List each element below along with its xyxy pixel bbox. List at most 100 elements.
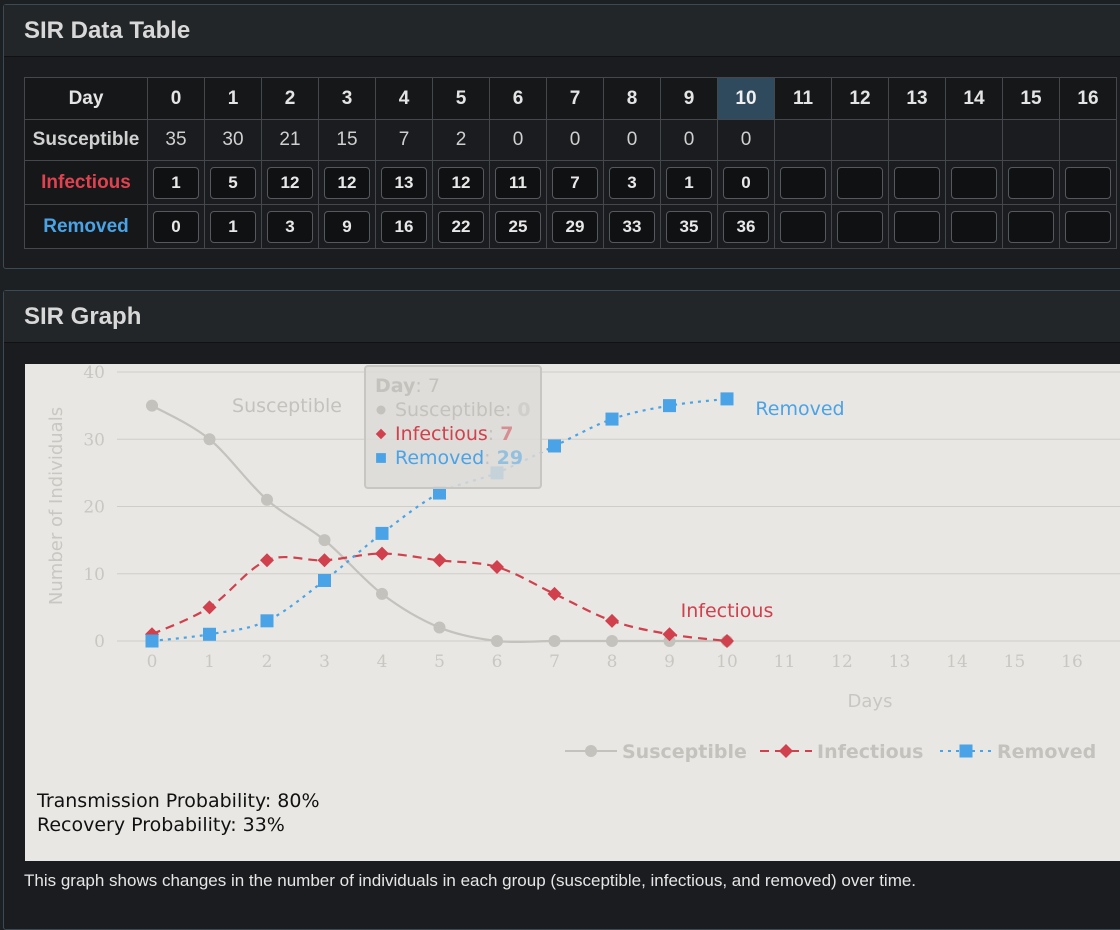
tooltip-day: Day: 7: [375, 375, 440, 397]
day-header: Day: [24, 77, 148, 120]
infectious-data-point: [720, 634, 734, 648]
removed-cell: [1059, 204, 1117, 249]
susceptible-data-point: [203, 433, 216, 446]
removed-cell: 25: [489, 204, 547, 249]
removed-value-input[interactable]: 9: [324, 210, 370, 243]
tooltip-marker: [376, 405, 386, 415]
susceptible-cell: [1059, 119, 1117, 161]
tooltip-marker: [376, 453, 386, 463]
infectious-value-input[interactable]: [837, 166, 883, 199]
susceptible-cell: [888, 119, 946, 161]
removed-series-label: Removed: [755, 398, 844, 420]
infectious-value-input[interactable]: [1008, 166, 1054, 199]
removed-cell: 0: [147, 204, 205, 249]
sir-chart[interactable]: 0 10 20 30 40 0 1 2 3 4 5 6 7 8 9 10 11 12 13 14 15 16 Days Num…: [25, 364, 1120, 861]
infectious-cell: 7: [546, 160, 604, 205]
parameters-box: Transmission Probability: 80% Recovery P…: [37, 789, 320, 837]
infectious-value-input[interactable]: 1: [153, 166, 199, 199]
infectious-value-input[interactable]: 13: [381, 166, 427, 199]
infectious-value-input[interactable]: [1065, 166, 1111, 199]
removed-cell: 33: [603, 204, 661, 249]
removed-value-input[interactable]: [1008, 210, 1054, 243]
x-tick-label: 16: [1061, 652, 1083, 672]
removed-value-input[interactable]: 16: [381, 210, 427, 243]
removed-value-input[interactable]: 25: [495, 210, 541, 243]
infectious-value-input[interactable]: 12: [324, 166, 370, 199]
day-column-header: 13: [888, 77, 946, 120]
infectious-value-input[interactable]: 12: [438, 166, 484, 199]
infectious-value-input[interactable]: 0: [723, 166, 769, 199]
x-tick-label: 10: [716, 652, 738, 672]
day-column-header: 16: [1059, 77, 1117, 120]
susceptible-legend-label: Susceptible: [622, 741, 747, 763]
removed-value-input[interactable]: 1: [210, 210, 256, 243]
removed-cell: [774, 204, 832, 249]
infectious-data-point: [260, 553, 274, 568]
infectious-cell: 12: [318, 160, 376, 205]
removed-value-input[interactable]: 0: [153, 210, 199, 243]
removed-value-input[interactable]: [1065, 210, 1111, 243]
removed-data-point: [318, 573, 331, 587]
removed-legend-marker: [959, 744, 973, 758]
removed-value-input[interactable]: [951, 210, 997, 243]
infectious-cell: [1002, 160, 1060, 205]
infectious-value-input[interactable]: 7: [552, 166, 598, 199]
susceptible-cell: 7: [375, 119, 433, 161]
infectious-cell: [888, 160, 946, 205]
transmission-probability: Transmission Probability: 80%: [37, 790, 320, 812]
removed-value-input[interactable]: 36: [723, 210, 769, 243]
x-tick-label: 3: [319, 652, 330, 672]
graph-caption: This graph shows changes in the number o…: [24, 871, 917, 890]
removed-cell: 3: [261, 204, 319, 249]
infectious-value-input[interactable]: 5: [210, 166, 256, 199]
removed-value-input[interactable]: 33: [609, 210, 655, 243]
removed-value-input[interactable]: [837, 210, 883, 243]
infectious-data-point: [605, 613, 619, 628]
infectious-cell: 12: [261, 160, 319, 205]
day-column-header: 5: [432, 77, 490, 120]
infectious-value-input[interactable]: 3: [609, 166, 655, 199]
susceptible-row-label: Susceptible: [24, 119, 148, 161]
day-column-header: 3: [318, 77, 376, 120]
infectious-value-input[interactable]: [894, 166, 940, 199]
day-column-header: 15: [1002, 77, 1060, 120]
removed-value-input[interactable]: 29: [552, 210, 598, 243]
removed-value-input[interactable]: [780, 210, 826, 243]
sir-graph-panel: SIR Graph 0 10 20 30 40 0 1 2 3 4 5 6 7 8 9 10 11 12 13 14 1…: [3, 290, 1120, 930]
x-tick-label: 14: [946, 652, 968, 672]
removed-value-input[interactable]: 22: [438, 210, 484, 243]
susceptible-cell: 0: [489, 119, 547, 161]
removed-cell: 16: [375, 204, 433, 249]
infectious-data-point: [202, 600, 217, 615]
removed-cell: [945, 204, 1003, 249]
susceptible-series-line: [151, 404, 727, 644]
infectious-value-input[interactable]: 11: [495, 166, 541, 199]
removed-data-point: [720, 392, 734, 406]
infectious-cell: 1: [147, 160, 205, 205]
removed-data-point: [145, 634, 159, 648]
infectious-value-input[interactable]: 1: [666, 166, 712, 199]
removed-cell: [1002, 204, 1060, 249]
removed-data-point: [203, 627, 216, 641]
x-tick-label: 12: [831, 652, 853, 672]
x-tick-label: 0: [147, 652, 158, 672]
susceptible-series-label: Susceptible: [232, 395, 342, 417]
infectious-value-input[interactable]: 12: [267, 166, 313, 199]
removed-cell: 9: [318, 204, 376, 249]
infectious-value-input[interactable]: [951, 166, 997, 199]
sir-data-table-panel: SIR Data Table Day 0 1 2 3 4 5 6 7 8 9 10 11 12 13 14 1…: [3, 4, 1120, 269]
susceptible-cell: 15: [318, 119, 376, 161]
infectious-cell: 5: [204, 160, 262, 205]
infectious-cell: 13: [375, 160, 433, 205]
infectious-row: Infectious 1 5 12 12 13 12 11 7 3 1 0: [24, 160, 1117, 205]
removed-row-label: Removed: [24, 204, 148, 249]
infectious-data-point: [662, 627, 677, 642]
removed-value-input[interactable]: 3: [267, 210, 313, 243]
removed-value-input[interactable]: [894, 210, 940, 243]
removed-value-input[interactable]: 35: [666, 210, 712, 243]
removed-data-point: [548, 439, 561, 453]
infectious-cell: [831, 160, 889, 205]
infectious-value-input[interactable]: [780, 166, 826, 199]
tooltip-series-name: Susceptible: [395, 399, 505, 421]
